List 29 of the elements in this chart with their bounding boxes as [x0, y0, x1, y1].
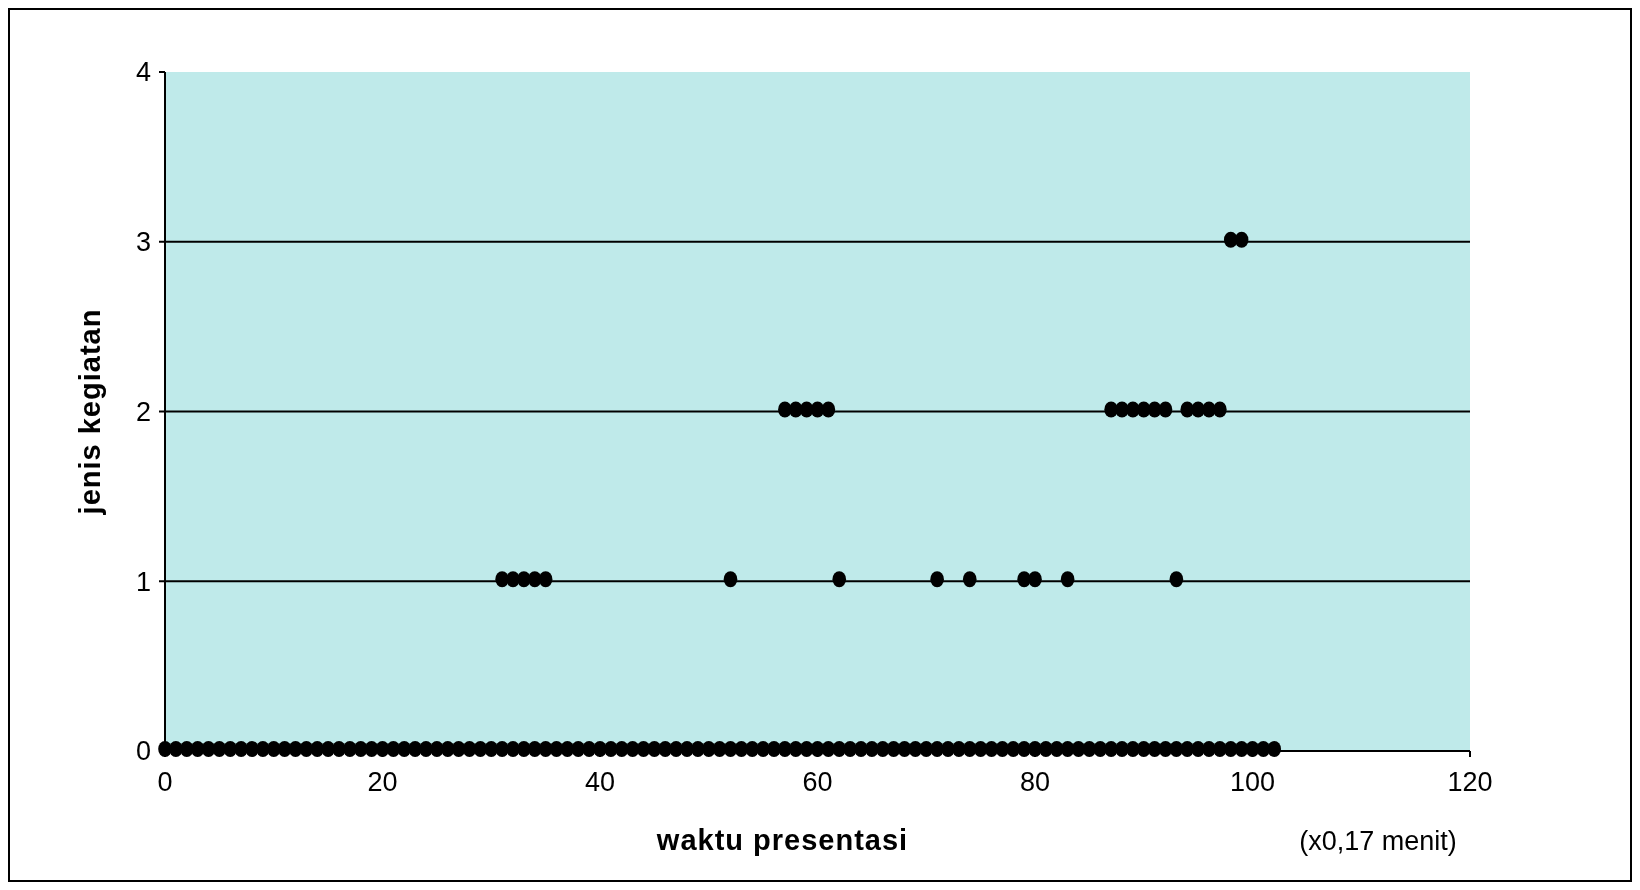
point: [1028, 571, 1042, 588]
x-axis-title: waktu presentasi: [655, 824, 909, 856]
point: [1060, 571, 1075, 588]
point: [930, 571, 944, 588]
point: [1169, 571, 1184, 588]
text: (x0,17 menit): [1299, 826, 1457, 856]
point: [962, 571, 977, 588]
x-tick-label: 20: [367, 767, 398, 797]
y-tick-label: 2: [135, 396, 151, 427]
x-tick-label: 80: [1019, 767, 1051, 797]
point: [1158, 401, 1173, 418]
y-tick-label: 0: [135, 736, 151, 767]
point: [832, 571, 847, 588]
y-tick-label: 1: [135, 566, 151, 597]
x-tick-label: 100: [1229, 767, 1276, 797]
point: [538, 571, 553, 588]
x-tick-label: 60: [802, 767, 833, 797]
point: [1234, 231, 1249, 248]
point: [810, 401, 825, 418]
x-tick-label: 120: [1447, 767, 1493, 797]
x-tick-label: 40: [584, 767, 616, 797]
y-axis-title: jenis kegiatan: [74, 308, 106, 516]
point: [1147, 401, 1162, 418]
x-tick-label: 0: [157, 767, 173, 797]
y-tick-label: 4: [135, 57, 151, 88]
point: [821, 401, 836, 418]
y-tick-label: 3: [135, 227, 151, 258]
point: [723, 571, 738, 588]
point: [1213, 401, 1227, 418]
